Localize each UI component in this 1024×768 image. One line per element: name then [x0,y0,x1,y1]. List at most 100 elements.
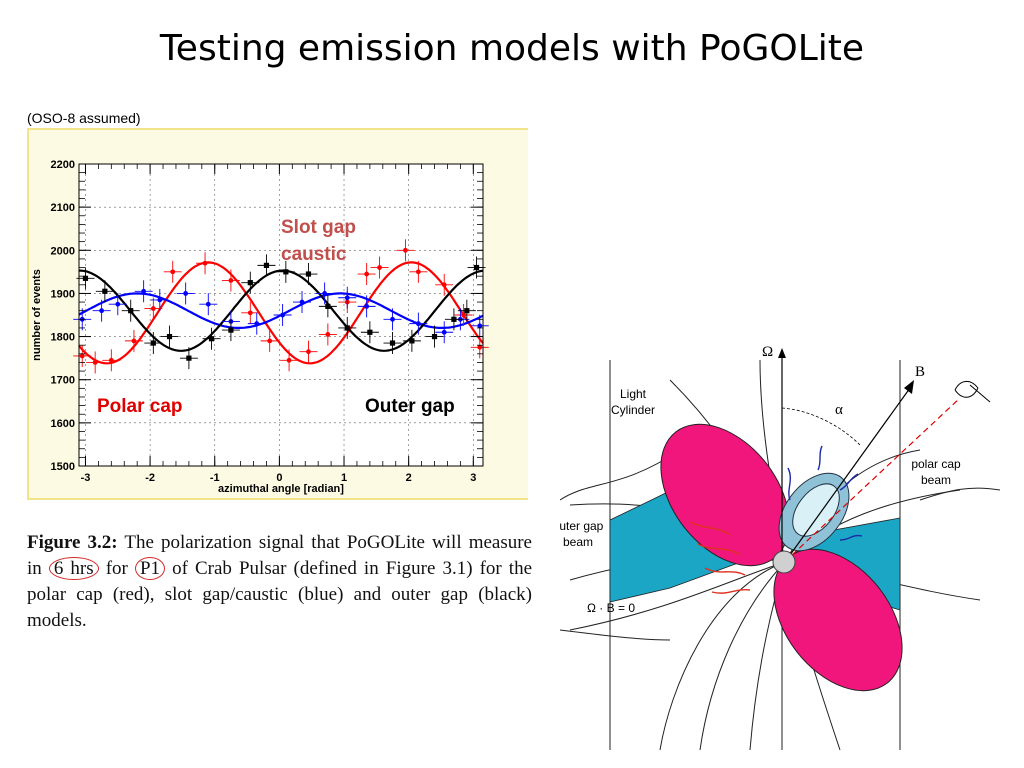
point-marker [141,288,147,294]
data-point [86,351,105,374]
x-tick-label: -3 [81,472,91,484]
data-point [73,344,92,367]
point-marker [461,312,467,318]
data-point [383,332,402,355]
point-marker [305,271,312,277]
point-marker [228,327,234,333]
point-marker [299,299,305,305]
y-tick-label: 2000 [51,245,75,257]
x-tick-label: -1 [210,472,220,484]
point-marker [82,275,89,281]
y-tick-label: 1600 [51,418,75,430]
point-marker [477,344,483,350]
point-marker [205,301,211,307]
polarization-chart: -3 -2 -1 0 1 2 3 1500 1600 1700 1800 1900 2000 2100 22… [31,159,489,495]
point-marker [228,278,234,283]
x-tick-label: 1 [341,472,347,484]
model-curve-2 [79,269,484,352]
annotation-slot-gap: Slot gap [281,217,356,238]
data-point [257,254,276,277]
point-marker [202,260,208,266]
rotation-axis-arrow [778,348,786,358]
point-marker [150,340,156,346]
data-point [396,239,415,262]
point-marker [131,338,137,344]
y-tick-label: 1800 [51,332,75,344]
eye-icon [954,381,991,403]
data-point [199,293,218,316]
data-point [470,336,489,359]
assumption-note: (OSO-8 assumed) [27,110,141,126]
point-marker [263,262,270,268]
x-tick-label: 0 [276,472,282,484]
data-point [435,321,454,344]
data-point [179,347,198,370]
data-point [121,299,140,322]
data-point [444,308,463,331]
data-point [221,269,240,292]
annotation-caustic: caustic [281,244,347,265]
magnetic-axis [784,387,911,563]
data-point [144,332,163,355]
point-marker [409,338,415,344]
data-point [176,282,195,305]
data-point [318,295,337,318]
point-marker [183,291,189,296]
point-marker [283,269,289,275]
y-tick-label: 1700 [51,375,75,387]
data-point [318,323,337,346]
data-point [241,271,260,294]
data-point [470,314,489,337]
data-point [435,273,454,296]
label-light-cylinder-1: Light [620,387,647,401]
point-marker [431,333,438,340]
data-point [144,297,163,320]
slide-title: Testing emission models with PoGOLite [159,28,865,69]
caption-text-3: of Crab Pulsar (defined in Figure 3.1) f… [27,558,533,631]
data-point [357,263,376,286]
data-point [124,329,143,352]
y-tick-label: 1500 [51,461,75,473]
point-marker [99,308,105,314]
emission-arrows-red [689,521,751,594]
point-marker [247,310,253,316]
point-marker [477,323,483,329]
y-tick-label: 2100 [51,202,75,214]
data-point [95,280,114,303]
y-tick-label: 2200 [51,159,75,171]
data-point [409,260,428,283]
data-point [402,329,421,352]
label-polar-cap-beam-1: polar cap [911,457,961,471]
data-point [338,316,357,339]
point-marker [415,321,421,327]
data-point [160,325,179,348]
point-marker [325,332,331,337]
annotation-outer-gap: Outer gap [365,396,455,417]
data-point [409,312,428,335]
point-marker [170,269,176,275]
label-b-field: B [915,364,925,380]
point-marker [254,321,260,327]
point-marker [415,269,421,275]
label-polar-cap-beam-2: beam [921,473,951,487]
point-marker [390,316,395,322]
point-marker [157,297,163,303]
point-marker [441,329,447,335]
y-axis-title: number of events [31,269,43,361]
data-point [202,327,221,350]
point-marker [441,282,447,288]
point-marker [150,306,156,311]
x-axis-title: azimuthal angle [radian] [218,483,344,495]
data-point [293,291,312,314]
figure-caption: Figure 3.2: The polarization signal that… [27,530,532,634]
point-marker [79,353,85,359]
label-light-cylinder-2: Cylinder [611,403,655,417]
neutron-star [772,550,796,574]
x-tick-label: 2 [406,472,412,484]
data-point [260,329,279,352]
data-point [273,304,292,326]
axis-ticks: -3 -2 -1 0 1 2 3 1500 1600 1700 1800 1900 2000 2100 22… [51,159,483,484]
data-point [338,286,357,309]
point-marker [325,303,331,309]
magnetic-axis-arrow [904,380,914,394]
